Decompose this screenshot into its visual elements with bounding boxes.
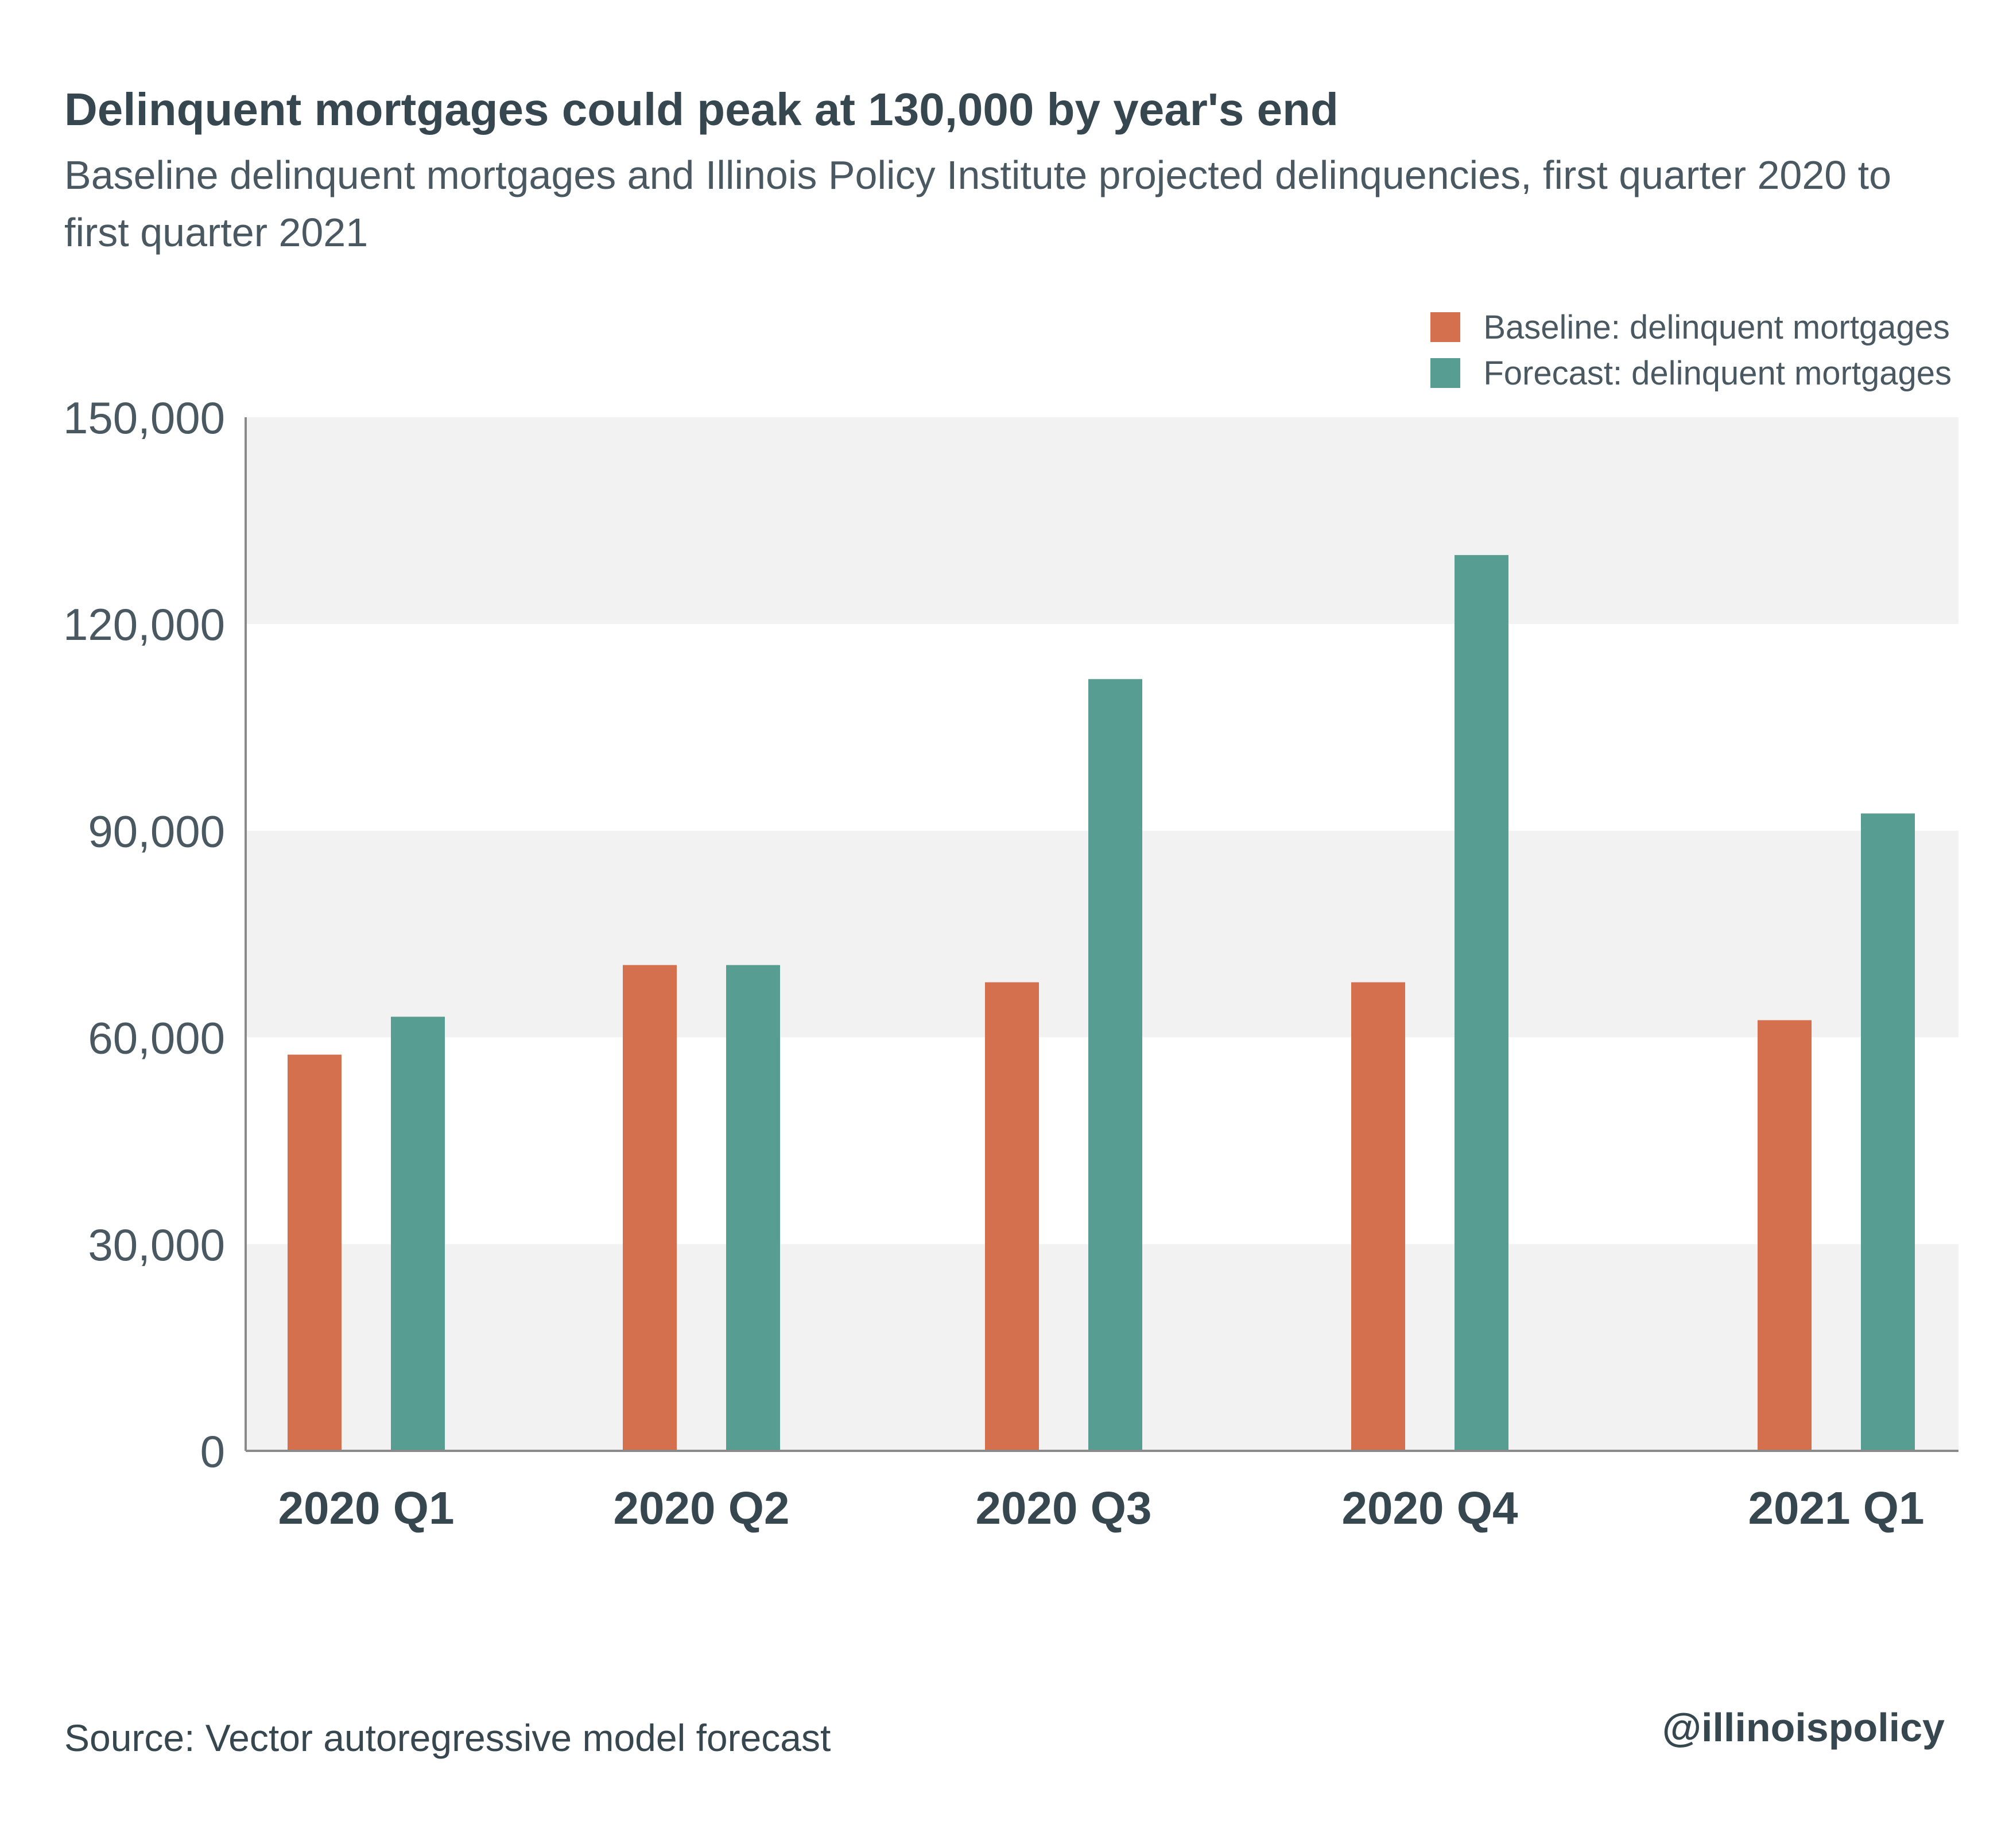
chart-title: Delinquent mortgages could peak at 130,0…	[64, 84, 1339, 135]
bar-forecast-1	[726, 965, 780, 1451]
x-tick-label: 2020 Q3	[976, 1482, 1152, 1533]
source-note: Source: Vector autoregressive model fore…	[64, 1717, 831, 1759]
y-tick-label: 30,000	[88, 1220, 225, 1270]
x-tick-label: 2021 Q1	[1748, 1482, 1925, 1533]
chart-subtitle: Baseline delinquent mortgages and Illino…	[64, 153, 1892, 255]
bar-forecast-3	[1455, 555, 1508, 1451]
x-tick-label: 2020 Q4	[1342, 1482, 1518, 1533]
x-tick-label: 2020 Q1	[278, 1482, 455, 1533]
x-tick-label: 2020 Q2	[614, 1482, 790, 1533]
y-tick-label: 150,000	[63, 393, 225, 443]
grid-band	[246, 417, 1958, 624]
legend: Baseline: delinquent mortgages Forecast:…	[1430, 304, 1952, 396]
legend-swatch-forecast	[1430, 358, 1461, 388]
bar-forecast-0	[391, 1016, 445, 1451]
bar-baseline-0	[288, 1054, 342, 1451]
y-tick-label: 60,000	[88, 1013, 225, 1063]
legend-item-baseline: Baseline: delinquent mortgages	[1430, 304, 1952, 350]
y-tick-label: 120,000	[63, 599, 225, 650]
legend-label-baseline: Baseline: delinquent mortgages	[1483, 308, 1950, 346]
bar-forecast-2	[1088, 679, 1142, 1451]
brand-handle: @illinoispolicy	[1662, 1705, 1945, 1750]
y-tick-label: 0	[200, 1426, 225, 1477]
legend-label-forecast: Forecast: delinquent mortgages	[1483, 354, 1952, 392]
y-tick-label: 90,000	[88, 806, 225, 856]
bar-baseline-3	[1351, 982, 1405, 1451]
legend-swatch-baseline	[1430, 312, 1461, 342]
bar-baseline-1	[623, 965, 677, 1451]
bar-baseline-4	[1758, 1020, 1812, 1451]
legend-item-forecast: Forecast: delinquent mortgages	[1430, 350, 1952, 396]
bar-baseline-2	[985, 982, 1039, 1451]
bar-forecast-4	[1861, 813, 1915, 1451]
